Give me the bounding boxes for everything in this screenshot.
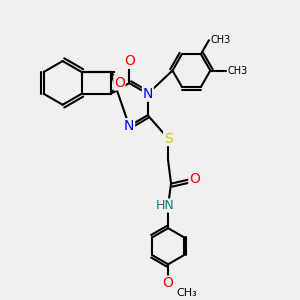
Text: O: O [189,172,200,186]
Text: N: N [124,119,134,133]
Text: CH3: CH3 [228,65,248,76]
Text: CH3: CH3 [210,35,231,45]
Text: CH₃: CH₃ [177,288,198,298]
Text: O: O [124,54,135,68]
Text: HN: HN [155,199,174,212]
Text: N: N [124,119,134,133]
Text: O: O [163,276,174,290]
Text: N: N [142,87,153,101]
Text: S: S [164,131,172,146]
Text: N: N [142,87,153,101]
Text: O: O [114,76,125,90]
